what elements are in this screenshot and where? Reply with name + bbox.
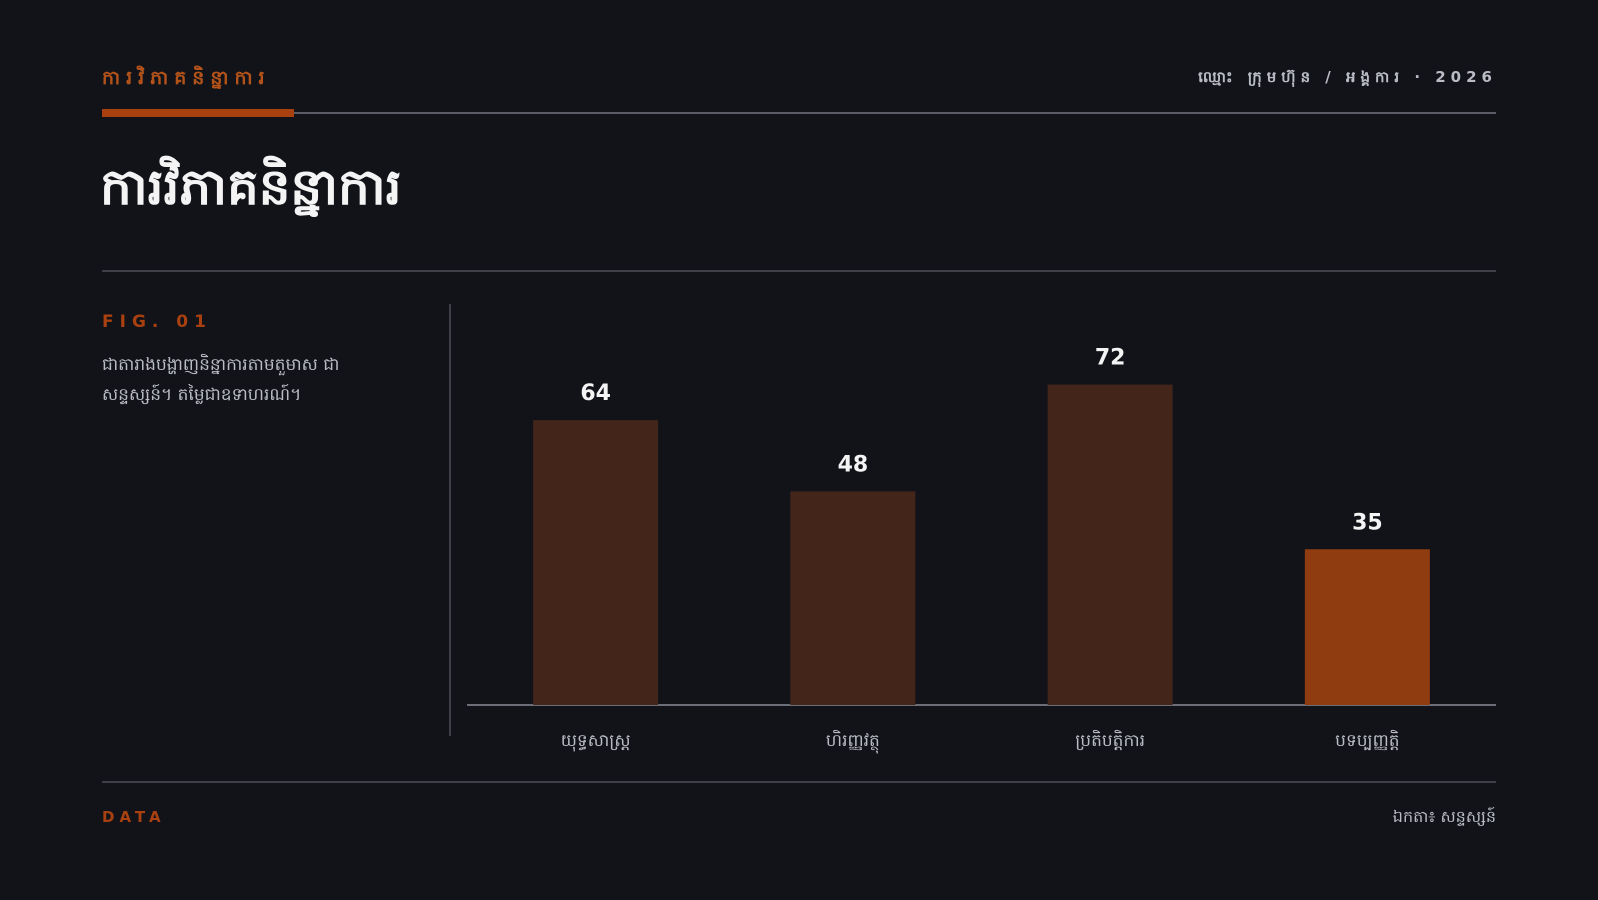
- organization-meta: ឈ្មោះ ក្រុមហ៊ុន / អង្គការ · 2026: [1198, 68, 1497, 86]
- x-tick-label: យុទ្ធសាស្ត្រ: [561, 731, 631, 752]
- panel-divider: [449, 304, 451, 736]
- bar-value-label: 35: [1352, 510, 1383, 535]
- footer-label: DATA: [102, 808, 166, 826]
- figure-description: ជាតារាងបង្ហាញនិន្នាការតាមតួមាស ជាសន្ទស្ស…: [102, 355, 340, 405]
- page-title: ការវិភាគនិន្នាការ: [100, 158, 402, 216]
- bar-4: [1304, 549, 1430, 705]
- header-accent-bar: [102, 109, 294, 117]
- bar-3: [1047, 384, 1173, 705]
- bar-value-label: 72: [1095, 346, 1126, 371]
- section-kicker: ការវិភាគនិន្នាការ: [102, 67, 271, 89]
- x-tick-label: បទប្បញ្ញត្តិ: [1335, 729, 1399, 751]
- header-rule: [102, 112, 1496, 114]
- bar-1: [533, 420, 659, 705]
- title-rule: [102, 270, 1496, 272]
- footer-rule: [102, 781, 1496, 783]
- unit-note: ឯកតា៖ សន្ទស្សន៍: [1392, 807, 1496, 826]
- x-tick-label: ប្រតិបត្តិការ: [1075, 729, 1145, 751]
- bar-2: [790, 491, 916, 705]
- figure-label: FIG. 01: [102, 312, 212, 332]
- x-tick-label: ហិរញ្ញវត្ថុ: [826, 729, 880, 754]
- bar-value-label: 48: [838, 452, 869, 477]
- bar-value-label: 64: [580, 381, 611, 406]
